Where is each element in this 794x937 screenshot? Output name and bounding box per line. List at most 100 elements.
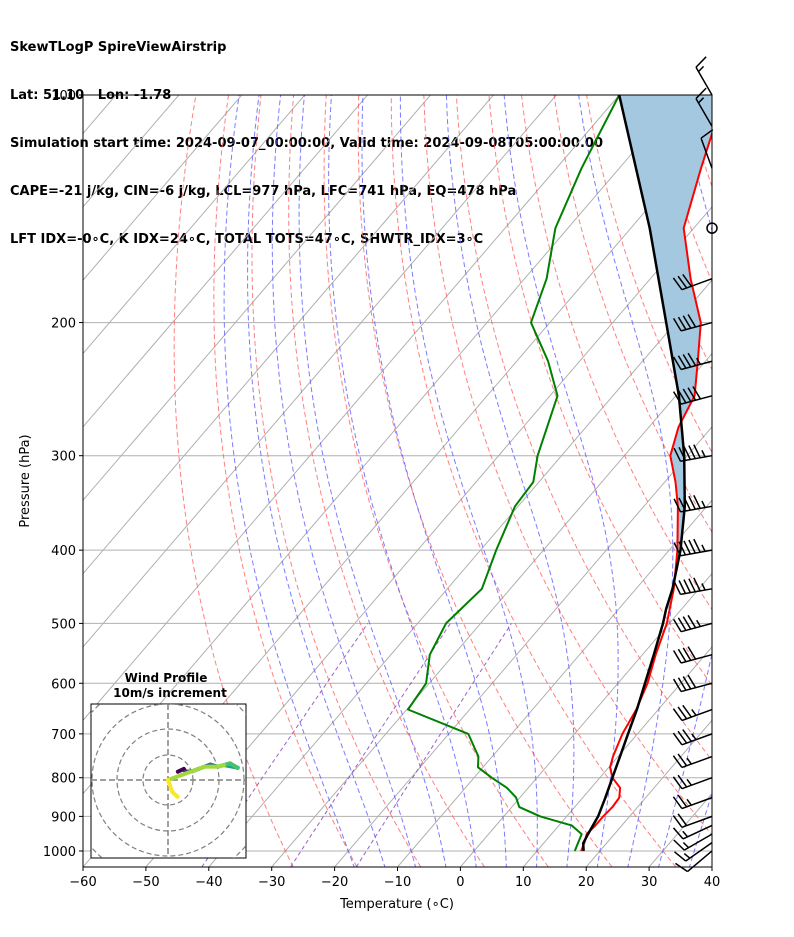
- barb-flag: [682, 729, 692, 742]
- mixing-ratio-line: [290, 623, 451, 867]
- barb-staff: [683, 833, 713, 851]
- barb-flag: [672, 317, 682, 332]
- barb-flag: [682, 354, 692, 368]
- barb-flag: [678, 497, 687, 512]
- moist-adiabat: [658, 95, 712, 867]
- dry-adiabat: [423, 95, 712, 836]
- wind-barb: [672, 774, 713, 790]
- barb-half: [686, 757, 692, 765]
- barb-flag: [672, 618, 682, 633]
- temperature-line: [580, 130, 712, 852]
- barb-flag: [672, 678, 682, 692]
- barb-flag: [672, 391, 682, 405]
- barb-staff: [681, 708, 713, 722]
- barb-flag: [672, 755, 683, 768]
- wind-barb: [675, 850, 713, 873]
- moist-adiabat: [399, 95, 538, 867]
- barb-staff: [695, 98, 713, 127]
- barb-flag: [677, 774, 688, 788]
- barb-staff: [681, 815, 713, 829]
- barb-half: [696, 619, 702, 627]
- chart-header: SkewTLogP SpireViewAirstrip Lat: 51.10 L…: [10, 8, 603, 264]
- barb-staff: [680, 653, 713, 664]
- barb-flag: [695, 56, 707, 68]
- wind-barb: [672, 646, 713, 664]
- dry-adiabat: [683, 95, 712, 188]
- barb-staff: [681, 796, 713, 810]
- barb-half: [691, 709, 697, 716]
- barb-flag: [677, 706, 688, 720]
- moist-adiabat: [578, 95, 674, 867]
- barb-flag: [672, 708, 683, 721]
- x-tick-label: 20: [578, 875, 595, 890]
- isotherm-line: [83, 95, 368, 428]
- barb-half: [697, 97, 705, 104]
- isotherm-line: [397, 499, 712, 867]
- series-layer: [407, 95, 712, 852]
- barb-flag: [688, 578, 696, 593]
- barb-flag: [692, 386, 702, 400]
- barb-flag: [672, 776, 683, 790]
- y-tick-label: 100: [51, 89, 76, 104]
- barb-half: [701, 500, 706, 508]
- barb-flag: [693, 538, 701, 553]
- barb-flag: [693, 577, 701, 592]
- barb-flag: [673, 839, 685, 851]
- moist-adiabat: [247, 95, 386, 867]
- isotherm-line: [208, 279, 712, 867]
- isotherm-line: [83, 95, 243, 281]
- barb-staff: [682, 824, 713, 840]
- isotherm-line: [711, 866, 712, 867]
- barb-staff: [680, 321, 713, 332]
- barb-flag: [687, 387, 697, 401]
- mixing-ratio-line: [355, 623, 512, 867]
- isotherm-line: [83, 95, 306, 355]
- wind-barb: [672, 824, 713, 840]
- barb-flag: [673, 580, 682, 595]
- barb-staff: [700, 137, 713, 169]
- barb-flag: [677, 730, 688, 744]
- x-tick-label: 30: [641, 875, 658, 890]
- barb-flag: [674, 851, 687, 862]
- barb-flag: [677, 794, 688, 808]
- isotherm-line: [522, 646, 712, 867]
- wind-barb: [673, 538, 713, 557]
- barb-staff: [680, 622, 713, 633]
- x-tick-label: 0: [456, 875, 464, 890]
- dry-adiabat: [288, 95, 485, 867]
- barb-staff: [680, 505, 713, 513]
- barb-staff: [685, 842, 713, 862]
- barb-half: [683, 852, 691, 859]
- dry-adiabat: [586, 95, 712, 454]
- wind-barb: [673, 833, 713, 851]
- x-tick-label: −20: [321, 875, 348, 890]
- barb-flag: [677, 648, 687, 663]
- x-tick-label: −60: [69, 875, 96, 890]
- y-tick-label: 1000: [43, 845, 76, 860]
- wind-barb: [672, 314, 713, 332]
- moist-adiabat: [271, 95, 417, 867]
- dry-adiabat: [717, 95, 794, 867]
- barb-flag: [687, 646, 697, 660]
- barb-half: [686, 798, 692, 806]
- wind-barb: [695, 87, 713, 127]
- indices-line: LFT IDX=-0∘C, K IDX=24∘C, TOTAL TOTS=47∘…: [10, 232, 484, 247]
- wind-barb: [672, 794, 713, 810]
- barb-flag: [682, 704, 692, 718]
- y-tick-label: 600: [51, 677, 76, 692]
- barb-staff: [681, 733, 713, 746]
- wind-barb: [695, 56, 713, 96]
- moist-adiabat: [361, 95, 507, 867]
- barb-half: [701, 450, 706, 458]
- barb-flag: [672, 732, 683, 746]
- barb-flag: [688, 539, 696, 554]
- barb-flag: [677, 275, 688, 289]
- cape-area: [619, 95, 712, 609]
- barb-flag: [687, 674, 697, 689]
- y-tick-label: 900: [51, 810, 76, 825]
- moist-adiabat: [688, 791, 712, 867]
- dewpoint-line: [407, 95, 621, 852]
- barb-flag: [683, 579, 692, 593]
- station-title: SkewTLogP SpireViewAirstrip: [10, 40, 227, 55]
- isotherm-line: [83, 95, 557, 648]
